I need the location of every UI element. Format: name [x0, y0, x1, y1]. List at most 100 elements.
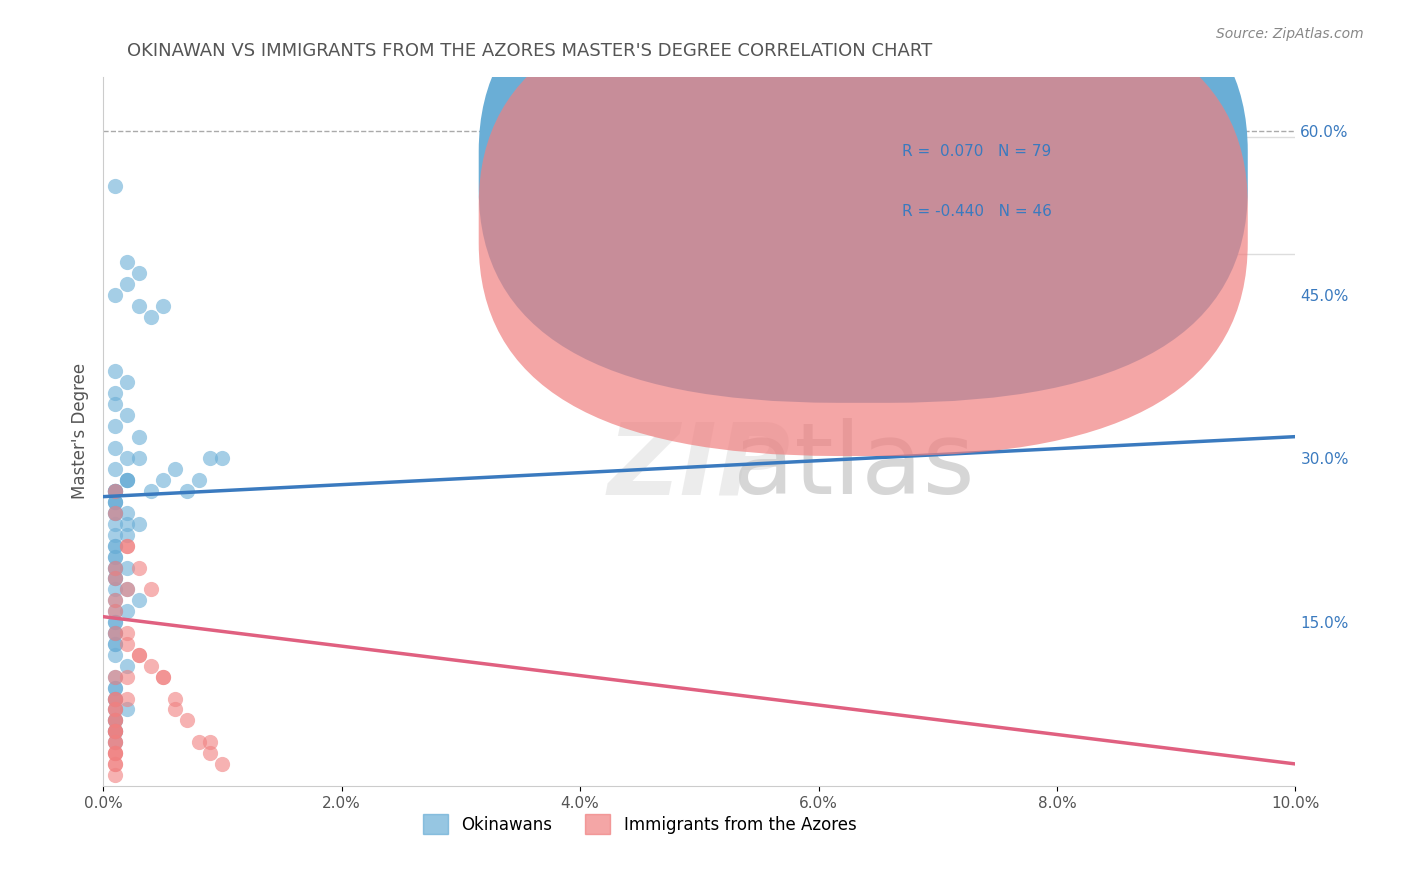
Point [104, 714, 127, 728]
Point [104, 615, 127, 629]
Point [104, 724, 127, 739]
Point [104, 691, 127, 706]
Point [104, 637, 127, 651]
Point [104, 702, 127, 716]
Point [104, 714, 127, 728]
Point [104, 386, 127, 401]
Point [115, 658, 138, 673]
Point [104, 681, 127, 695]
Point [163, 702, 186, 716]
Point [104, 735, 127, 749]
Point [104, 702, 127, 716]
Point [104, 549, 127, 564]
Text: atlas: atlas [734, 418, 976, 516]
Point [115, 539, 138, 553]
Point [104, 364, 127, 378]
Point [115, 408, 138, 422]
Point [104, 724, 127, 739]
Point [115, 516, 138, 531]
Point [104, 681, 127, 695]
Point [128, 560, 150, 574]
Point [104, 462, 127, 476]
Point [200, 451, 222, 466]
Y-axis label: Master's Degree: Master's Degree [72, 363, 89, 500]
Point [104, 506, 127, 520]
Point [104, 714, 127, 728]
Point [104, 495, 127, 509]
Point [104, 670, 127, 684]
Point [115, 626, 138, 640]
Point [115, 375, 138, 389]
Point [104, 670, 127, 684]
Point [104, 178, 127, 193]
Point [104, 691, 127, 706]
Point [104, 768, 127, 782]
Text: Source: ZipAtlas.com: Source: ZipAtlas.com [1216, 27, 1364, 41]
Point [104, 560, 127, 574]
Point [104, 626, 127, 640]
Point [104, 691, 127, 706]
Point [152, 299, 174, 313]
Point [104, 539, 127, 553]
Point [104, 484, 127, 499]
Point [115, 528, 138, 542]
Point [115, 277, 138, 291]
Point [104, 746, 127, 760]
Point [187, 473, 209, 487]
Point [128, 648, 150, 662]
Point [104, 572, 127, 586]
Point [139, 484, 162, 499]
Point [104, 549, 127, 564]
Point [200, 746, 222, 760]
Point [115, 473, 138, 487]
Point [104, 484, 127, 499]
Point [104, 756, 127, 771]
Point [104, 560, 127, 574]
Point [104, 397, 127, 411]
Point [200, 735, 222, 749]
Point [115, 451, 138, 466]
Point [128, 451, 150, 466]
Point [128, 299, 150, 313]
Point [152, 670, 174, 684]
Point [104, 560, 127, 574]
FancyBboxPatch shape [813, 136, 1313, 254]
Point [115, 560, 138, 574]
Point [152, 670, 174, 684]
Point [211, 756, 233, 771]
Point [104, 593, 127, 607]
Text: R = -0.440   N = 46: R = -0.440 N = 46 [903, 204, 1052, 219]
Point [104, 756, 127, 771]
Point [104, 626, 127, 640]
Text: OKINAWAN VS IMMIGRANTS FROM THE AZORES MASTER'S DEGREE CORRELATION CHART: OKINAWAN VS IMMIGRANTS FROM THE AZORES M… [127, 42, 932, 60]
Point [187, 735, 209, 749]
Text: R =  0.070   N = 79: R = 0.070 N = 79 [903, 144, 1052, 159]
Point [104, 735, 127, 749]
Point [104, 604, 127, 618]
Legend: Okinawans, Immigrants from the Azores: Okinawans, Immigrants from the Azores [423, 814, 856, 834]
Point [115, 255, 138, 269]
Point [104, 746, 127, 760]
Point [128, 516, 150, 531]
Point [104, 528, 127, 542]
Point [163, 691, 186, 706]
Point [115, 637, 138, 651]
Point [104, 735, 127, 749]
Point [104, 572, 127, 586]
Point [128, 648, 150, 662]
Point [104, 418, 127, 433]
Point [115, 582, 138, 597]
Point [115, 473, 138, 487]
Point [104, 495, 127, 509]
Text: ZIP: ZIP [607, 418, 790, 516]
Point [115, 539, 138, 553]
Point [115, 702, 138, 716]
Point [128, 430, 150, 444]
Point [104, 484, 127, 499]
Point [104, 495, 127, 509]
Point [104, 714, 127, 728]
Point [115, 473, 138, 487]
Point [128, 593, 150, 607]
Point [176, 484, 198, 499]
Point [104, 746, 127, 760]
